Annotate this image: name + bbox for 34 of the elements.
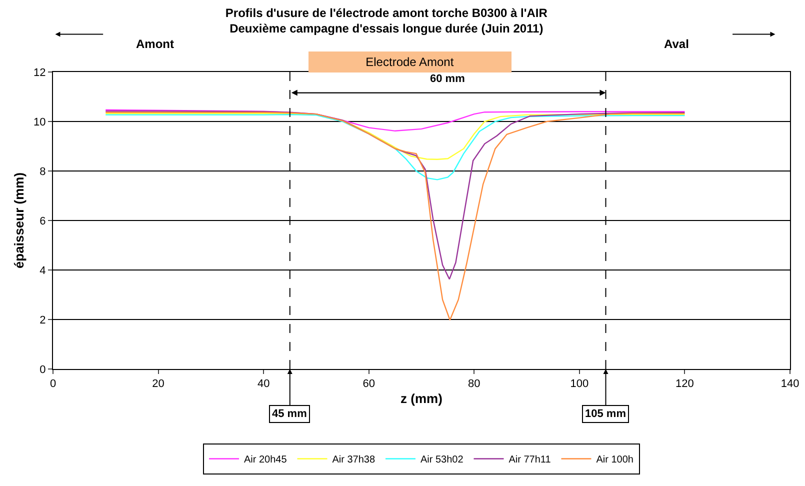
text: Amont bbox=[136, 37, 174, 51]
x-tick-label: 120 bbox=[676, 378, 694, 390]
y-tick-label: 0 bbox=[40, 364, 46, 376]
x-axis-title: z (mm) bbox=[400, 390, 442, 406]
y-tick-label: 6 bbox=[40, 215, 46, 228]
line-series bbox=[105, 114, 686, 180]
y-tick-label: 12 bbox=[34, 66, 46, 79]
y-tick-label: 2 bbox=[40, 314, 46, 326]
line-series bbox=[105, 110, 686, 280]
x-tick-label: 40 bbox=[257, 378, 270, 390]
legend-label: Air 77h11 bbox=[508, 454, 552, 466]
x-tick-label: 100 bbox=[570, 378, 589, 390]
chart-subtitle: Deuxième campagne d'essais longue durée (Juin 2011) bbox=[230, 22, 544, 36]
x-tick-label: 20 bbox=[152, 378, 164, 390]
ref-line-label: 105 mm bbox=[585, 408, 626, 420]
text: Aval bbox=[664, 37, 689, 51]
y-tick-label: 10 bbox=[34, 116, 46, 128]
x-tick-label: 0 bbox=[50, 378, 56, 390]
line-series bbox=[105, 112, 686, 160]
x-tick-label: 140 bbox=[780, 378, 800, 390]
chart-title: Profils d'usure de l'électrode amont torche B0300 à l'AIR bbox=[225, 6, 548, 20]
y-axis-title: épaisseur (mm) bbox=[12, 172, 26, 269]
y-tick-label: 8 bbox=[40, 166, 46, 178]
x-tick-label: 60 bbox=[362, 378, 375, 390]
legend-label: Air 100h bbox=[596, 454, 634, 466]
line-series bbox=[105, 112, 686, 321]
legend-label: Air 53h02 bbox=[420, 454, 464, 466]
legend-label: Air 20h45 bbox=[244, 454, 288, 466]
y-tick-label: 4 bbox=[40, 264, 46, 277]
annotation: 60 mm bbox=[430, 73, 466, 85]
ref-line-label: 45 mm bbox=[272, 408, 308, 420]
legend-label: Air 37h38 bbox=[332, 454, 376, 466]
label-box: Electrode Amont bbox=[308, 52, 512, 72]
x-tick-label: 80 bbox=[468, 378, 480, 390]
